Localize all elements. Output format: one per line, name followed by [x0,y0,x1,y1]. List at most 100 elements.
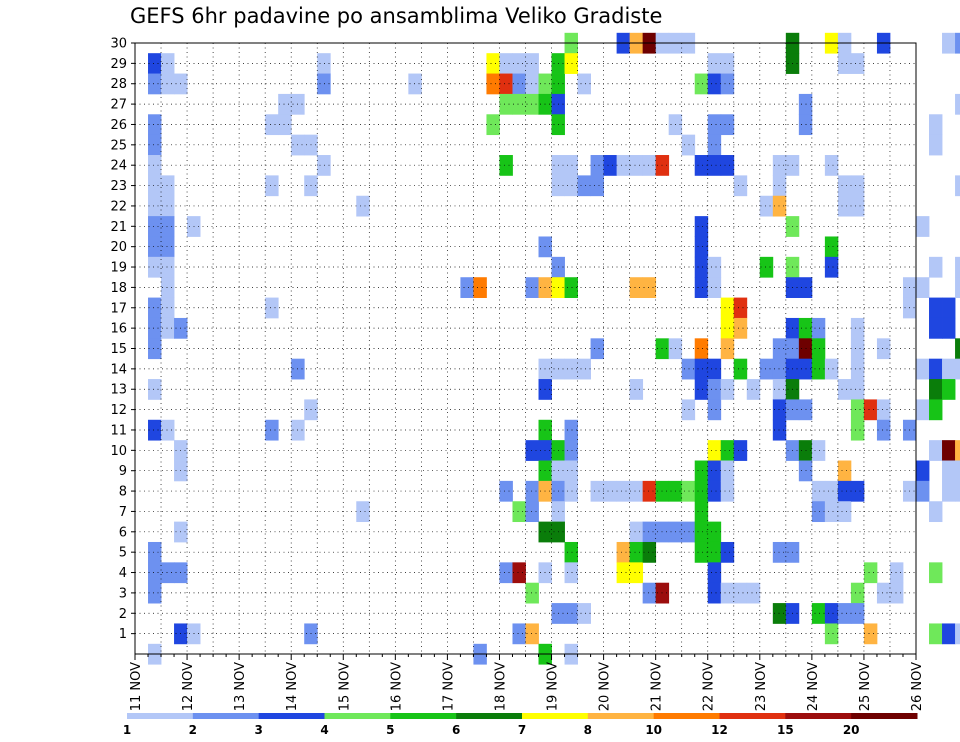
heatmap-cell [681,358,696,380]
heatmap-cell [265,114,279,136]
y-tick-label: 4 [119,566,127,581]
heatmap-cell [889,582,904,604]
heatmap-cell [720,338,735,360]
heatmap-cell [850,399,865,421]
x-date-label: 13 NOV [233,662,248,711]
legend-swatch [456,713,523,719]
heatmap-cell [148,195,162,217]
heatmap-cell [148,297,162,319]
heatmap-cell [681,134,696,156]
heatmap-cell [525,93,539,115]
legend-swatch [390,713,457,719]
heatmap-cell [473,277,487,298]
legend-swatch [785,713,852,719]
heatmap-cell [356,501,370,523]
heatmap-cell [811,358,826,380]
heatmap-cell [929,134,943,156]
heatmap-cell [486,53,500,74]
heatmap-cell [772,338,787,360]
heatmap-cell [707,541,722,563]
y-tick-label: 21 [110,220,127,235]
legend-label: 3 [254,723,262,737]
heatmap-cell [929,297,943,319]
y-tick-label: 26 [110,118,127,133]
heatmap-cell [525,440,539,461]
heatmap-cell [720,114,735,136]
heatmap-cell [876,582,891,604]
heatmap-cell [720,480,735,502]
legend-swatch [258,713,325,719]
heatmap-cell [460,277,474,298]
heatmap-cell [707,521,722,543]
heatmap-cell [694,73,709,95]
y-tick-label: 8 [119,485,127,500]
heatmap-cell [642,521,657,543]
heatmap-cell [629,562,644,584]
heatmap-cell [564,480,578,502]
y-tick-label: 3 [119,586,127,601]
heatmap-cell [850,419,865,441]
heatmap-cell [161,175,175,197]
heatmap-cell [942,358,956,380]
legend-label: 1 [123,723,131,737]
heatmap-cell [148,114,162,136]
legend-label: 4 [320,723,328,737]
heatmap-cell [694,541,709,563]
heatmap-cell [929,317,943,339]
heatmap-cell [707,440,722,461]
heatmap-cell [720,460,735,482]
heatmap-cell [955,358,960,380]
legend-swatch [719,713,786,719]
legend-label: 15 [777,723,794,737]
heatmap-cell [525,501,539,523]
heatmap-cell [720,73,735,95]
x-date-label: 24 NOV [806,662,821,711]
legend-label: 2 [189,723,197,737]
heatmap-cell [811,317,826,339]
heatmap-cell [512,562,526,584]
heatmap-cell [811,338,826,360]
heatmap-cell [720,440,735,461]
heatmap-cell [161,419,175,441]
y-tick-label: 30 [110,37,127,52]
heatmap-cell [486,73,500,95]
heatmap-cell [955,623,960,645]
heatmap-cell [942,440,956,461]
color-legend: 1 2 3 4 5 6 7 8 10 12 15 20 [123,713,918,737]
heatmap-cell [824,603,839,624]
heatmap-cell [837,379,852,400]
heatmap-cell [629,379,644,400]
heatmap-cell [148,73,162,95]
heatmap-cell [876,419,891,441]
y-tick-label: 22 [110,199,127,214]
legend-swatch [192,713,260,719]
heatmap-cell [564,53,578,74]
heatmap-cell [694,358,709,380]
legend-label: 10 [645,723,662,737]
x-date-label: 23 NOV [754,662,769,711]
heatmap-cell [603,480,618,502]
x-date-label: 25 NOV [858,662,873,711]
heatmap-cell [148,419,162,441]
heatmap-cell [525,277,539,298]
heatmap-cell [720,53,735,74]
x-date-label: 26 NOV [910,662,925,711]
heatmap-cell [616,155,631,176]
y-axis: 1234567891011121314151617181920212223242… [110,37,135,642]
heatmap-cell [512,623,526,645]
heatmap-cell [564,603,578,624]
heatmap-cell [942,379,956,400]
heatmap-cell [759,195,774,217]
heatmap-cell [929,440,943,461]
heatmap-cell [942,297,956,319]
legend-label: 20 [843,723,860,737]
heatmap-cell [499,93,513,115]
heatmap-cell [720,297,735,319]
heatmap-cell [707,480,722,502]
heatmap-cell [148,175,162,197]
heatmap-cell [955,32,960,54]
legend-swatch [587,713,655,719]
heatmap-cell [850,379,865,400]
heatmap-cell [265,297,279,319]
